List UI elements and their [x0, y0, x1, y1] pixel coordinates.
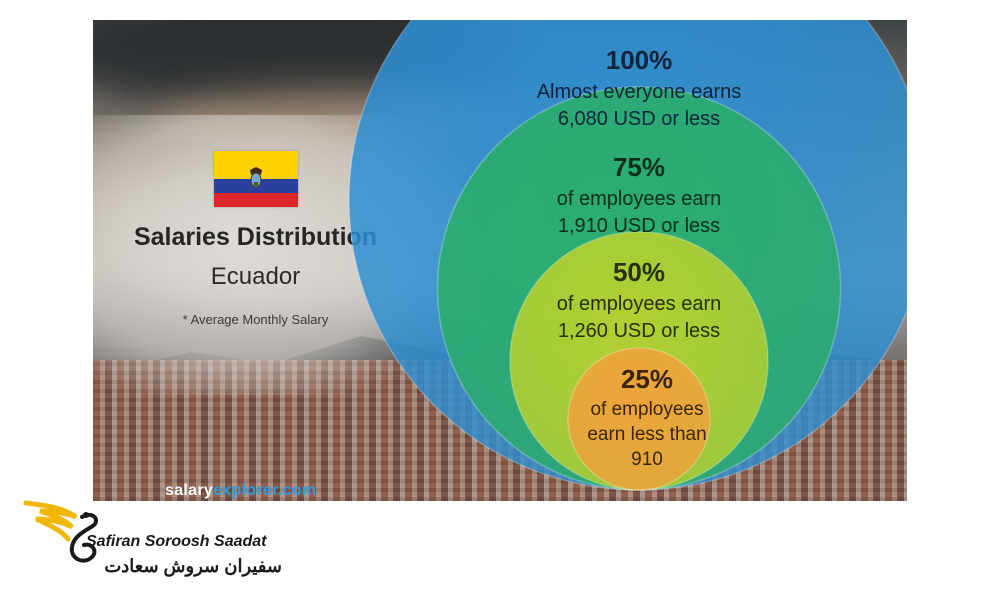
safiran-logo-icon — [23, 500, 99, 563]
website-link[interactable]: salaryexplorer.com — [165, 482, 316, 500]
website-part-explorer: explorer.com — [213, 482, 317, 499]
description-line1-25: of employees — [590, 399, 703, 420]
description-line2-25: earn less than — [587, 424, 706, 445]
description-line3-25: 910 — [631, 449, 663, 470]
distribution-chart: 100% Almost everyone earns 6,080 USD or le… — [348, 20, 907, 491]
percent-label-75: 75% — [613, 152, 665, 182]
brand-name-persian: سفیران سروش سعادت — [104, 556, 282, 576]
description-line2-50: 1,260 USD or less — [558, 320, 720, 342]
description-line2-100: 6,080 USD or less — [558, 108, 720, 130]
percent-label-100: 100% — [606, 45, 673, 75]
circle-25-percent — [567, 347, 711, 491]
description-line1-100: Almost everyone earns — [537, 81, 742, 103]
country-name: Ecuador — [210, 263, 301, 290]
ecuador-flag-icon — [214, 151, 298, 207]
description-line1-50: of employees earn — [557, 293, 722, 315]
description-line1-75: of employees earn — [557, 188, 722, 210]
salary-note: * Average Monthly Salary — [182, 312, 329, 327]
website-part-salary: salary — [165, 482, 214, 499]
brand-name-english: Safiran Soroosh Saadat — [86, 533, 267, 550]
coat-of-arms-icon — [250, 167, 262, 188]
flag-stripe-red — [214, 193, 298, 207]
percent-label-25: 25% — [621, 364, 673, 394]
salary-infographic: Salaries Distribution Ecuador * Average … — [93, 20, 907, 501]
chart-title: Salaries Distribution — [133, 223, 378, 251]
percent-label-50: 50% — [613, 257, 665, 287]
description-line2-75: 1,910 USD or less — [558, 215, 720, 237]
